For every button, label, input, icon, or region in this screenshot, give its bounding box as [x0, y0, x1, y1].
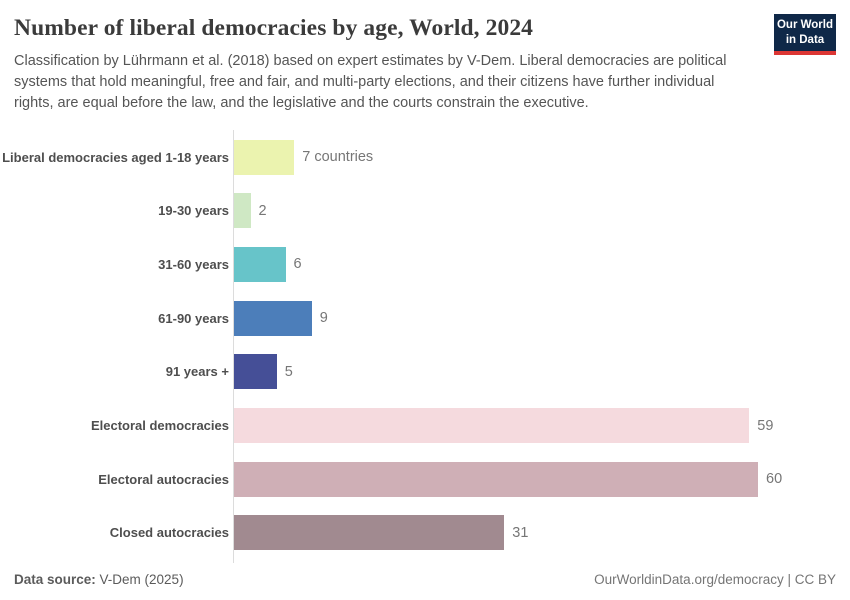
- bar-value-label: 31: [512, 524, 529, 541]
- category-label-cell: 61-90 years: [0, 311, 229, 326]
- y-axis-line: [233, 130, 234, 563]
- category-label-cell: Liberal democracies aged 1-18 years: [0, 150, 229, 165]
- data-source: Data source: V-Dem (2025): [14, 572, 184, 587]
- header-text: Number of liberal democracies by age, Wo…: [14, 14, 764, 114]
- category-label: 91 years +: [165, 364, 229, 380]
- category-label: 61-90 years: [158, 310, 229, 326]
- bar-value-label: 9: [319, 310, 328, 327]
- chart-header: Number of liberal democracies by age, Wo…: [14, 14, 836, 114]
- bar-value-label: 59: [757, 417, 774, 434]
- bar[interactable]: [233, 246, 286, 282]
- bar[interactable]: [233, 408, 750, 444]
- bar-row: Electoral autocracies 60: [0, 452, 850, 506]
- bar-track: 5: [233, 345, 850, 399]
- bar[interactable]: [233, 139, 295, 175]
- bar-row: 61-90 years 9: [0, 291, 850, 345]
- bar-track: 9: [233, 291, 850, 345]
- bar-value-label: 5: [284, 363, 293, 380]
- bar-track: 2: [233, 184, 850, 238]
- data-source-value: V-Dem (2025): [95, 572, 184, 587]
- bar-track: 60: [233, 452, 850, 506]
- bar[interactable]: [233, 193, 251, 229]
- bar-row: 19-30 years 2: [0, 184, 850, 238]
- category-label: Closed autocracies: [109, 525, 229, 541]
- owid-logo-line1: Our World: [776, 19, 833, 31]
- category-label-cell: 31-60 years: [0, 257, 229, 272]
- bar-track: 7 countries: [233, 130, 850, 184]
- bar-track: 6: [233, 238, 850, 292]
- bar-row: Liberal democracies aged 1-18 years 7 cou…: [0, 130, 850, 184]
- category-label-cell: Electoral autocracies: [0, 472, 229, 487]
- chart-subtitle: Classification by Lührmann et al. (2018)…: [14, 53, 727, 112]
- category-label-cell: 19-30 years: [0, 203, 229, 218]
- category-label: Liberal democracies aged 1-18 years: [2, 149, 229, 165]
- bar[interactable]: [233, 354, 277, 390]
- bar-row: 31-60 years 6: [0, 238, 850, 292]
- bar-row: 91 years + 5: [0, 345, 850, 399]
- category-label-cell: Closed autocracies: [0, 525, 229, 540]
- bar[interactable]: [233, 515, 505, 551]
- bar-track: 31: [233, 506, 850, 560]
- chart-rows: Liberal democracies aged 1-18 years 7 cou…: [0, 130, 850, 560]
- bar-track: 59: [233, 399, 850, 453]
- data-source-label: Data source:: [14, 572, 96, 587]
- bar-row: Closed autocracies 31: [0, 506, 850, 560]
- category-label: Electoral autocracies: [98, 471, 229, 487]
- bar-row: Electoral democracies 59: [0, 399, 850, 453]
- category-label: 31-60 years: [158, 256, 229, 272]
- page-title: Number of liberal democracies by age, Wo…: [14, 15, 534, 41]
- owid-logo[interactable]: Our World in Data: [774, 14, 836, 55]
- category-label-cell: Electoral democracies: [0, 418, 229, 433]
- owid-logo-line2: in Data: [785, 33, 825, 46]
- bar-value-label: 2: [258, 202, 267, 219]
- bar-value-label: 6: [293, 256, 302, 273]
- bar[interactable]: [233, 300, 312, 336]
- category-label: Electoral democracies: [90, 418, 229, 434]
- credit-link[interactable]: OurWorldinData.org/democracy | CC BY: [594, 572, 836, 587]
- owid-logo-box: Our World in Data: [774, 14, 836, 55]
- bar-value-label: 60: [766, 471, 783, 488]
- bar-value-label: 7 countries: [302, 149, 374, 166]
- category-label: 19-30 years: [158, 203, 229, 219]
- category-label-cell: 91 years +: [0, 364, 229, 379]
- bar[interactable]: [233, 461, 758, 497]
- bar-chart: Liberal democracies aged 1-18 years 7 cou…: [0, 130, 850, 563]
- chart-footer: Data source: V-Dem (2025) OurWorldinData…: [14, 572, 836, 587]
